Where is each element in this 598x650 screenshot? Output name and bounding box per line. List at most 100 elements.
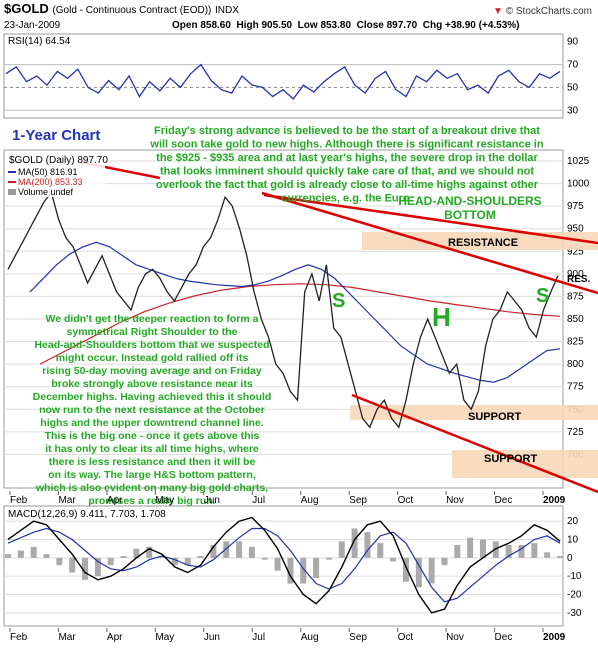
macd-histogram-bar bbox=[171, 557, 178, 566]
macd-histogram-bar bbox=[56, 557, 63, 566]
macd-histogram-bar bbox=[479, 539, 486, 558]
ma200-series-line bbox=[39, 283, 561, 365]
macd-series-line bbox=[7, 516, 561, 614]
hs-title-1: HEAD-AND-SHOULDERS bbox=[398, 194, 541, 208]
y-tick-label: 725 bbox=[567, 427, 584, 438]
y-tick-label: 775 bbox=[567, 382, 584, 393]
x-tick-label: May bbox=[155, 495, 174, 506]
one-year-chart-label: 1-Year Chart bbox=[12, 127, 100, 144]
volume-legend: Volume undef bbox=[18, 187, 74, 197]
annotation-line: overlook the fact that gold is already c… bbox=[156, 179, 539, 191]
macd-histogram-bar bbox=[94, 557, 101, 577]
ma50-legend: MA(50) 816.91 bbox=[18, 167, 78, 177]
macd-histogram-bar bbox=[107, 557, 114, 566]
y-tick-label: 950 bbox=[567, 224, 584, 235]
macd-histogram-bar bbox=[287, 557, 294, 584]
annotation-line: now run to the next resistance at the Oc… bbox=[39, 404, 265, 416]
low-label: Low bbox=[297, 20, 318, 31]
macd-histogram-bar bbox=[159, 556, 166, 558]
macd-histogram-bar bbox=[17, 550, 24, 558]
macd-histogram-bar bbox=[236, 541, 243, 558]
x-tick-label: Apr bbox=[107, 495, 123, 506]
annotation-line: promises a really big run. bbox=[88, 495, 215, 507]
macd-histogram-bar bbox=[223, 541, 230, 558]
symbol-description: (Gold - Continuous Contract (EOD)) bbox=[52, 5, 212, 16]
ma200-legend: MA(200) 853.33 bbox=[18, 177, 83, 187]
annotation-line: the $925 - $935 area and at last year's … bbox=[156, 152, 538, 164]
hs-title-2: BOTTOM bbox=[444, 208, 496, 222]
macd-histogram-bar bbox=[402, 557, 409, 582]
x-tick-label: Oct bbox=[398, 495, 414, 506]
annotation-line: broke strongly above resistance near its bbox=[51, 378, 252, 390]
annotation-line: December highs. Having achieved this it … bbox=[33, 391, 272, 403]
x-tick-label: Jul bbox=[252, 495, 265, 506]
y-tick-label: 1025 bbox=[567, 156, 590, 167]
y-tick-label: 925 bbox=[567, 246, 584, 257]
annotation-line: that looks imminent should quickly take … bbox=[160, 166, 534, 178]
y-tick-label: 20 bbox=[567, 516, 579, 527]
x-tick-label: Oct bbox=[398, 632, 414, 643]
annotation-line: highs and the upper downtrend channel li… bbox=[40, 417, 264, 429]
macd-histogram-bar bbox=[492, 541, 499, 558]
annotation-line: which is also evident on many big gold c… bbox=[35, 482, 268, 494]
macd-histogram-bar bbox=[30, 546, 37, 558]
x-tick-label: Mar bbox=[58, 632, 76, 643]
macd-histogram-bar bbox=[248, 546, 255, 558]
y-tick-label: 1000 bbox=[567, 179, 590, 190]
x-tick-label: Mar bbox=[58, 495, 76, 506]
macd-histogram-bar bbox=[428, 557, 435, 584]
y-tick-label: 10 bbox=[567, 535, 579, 546]
resistance-band bbox=[362, 232, 598, 250]
support-label-1: SUPPORT bbox=[468, 411, 521, 423]
x-tick-label: Nov bbox=[446, 495, 464, 506]
y-tick-label: 975 bbox=[567, 201, 584, 212]
resistance-label: RESISTANCE bbox=[448, 237, 518, 249]
rsi-series-line bbox=[5, 63, 561, 100]
macd-histogram-bar bbox=[364, 532, 371, 558]
x-tick-label: Feb bbox=[10, 495, 28, 506]
macd-histogram-bar bbox=[313, 557, 320, 578]
x-tick-label: Aug bbox=[301, 632, 319, 643]
macd-histogram-bar bbox=[441, 557, 448, 566]
macd-histogram-bar bbox=[300, 557, 307, 584]
price-legend-title: $GOLD (Daily) 897.70 bbox=[9, 155, 108, 166]
x-tick-label: Apr bbox=[107, 632, 123, 643]
macd-histogram-bar bbox=[415, 557, 422, 588]
left-shoulder-label: S bbox=[332, 290, 345, 312]
macd-histogram-bar bbox=[505, 545, 512, 558]
chg-value: +38.90 (+4.53%) bbox=[445, 20, 520, 31]
symbol: $GOLD bbox=[4, 1, 49, 16]
rsi-legend: RSI(14) 64.54 bbox=[8, 36, 71, 47]
res-price-label: RES. bbox=[567, 274, 591, 285]
macd-histogram-bar bbox=[467, 537, 474, 558]
macd-histogram-bar bbox=[390, 557, 397, 562]
y-tick-label: 825 bbox=[567, 337, 584, 348]
macd-histogram-bar bbox=[261, 557, 268, 560]
credit-symbol: ▼ bbox=[493, 6, 503, 17]
y-tick-label: 50 bbox=[567, 82, 579, 93]
macd-histogram-bar bbox=[120, 556, 127, 558]
annotation-line: currencies, e.g. the Euro. bbox=[281, 193, 412, 205]
macd-histogram-bar bbox=[274, 557, 281, 571]
macd-histogram-bar bbox=[43, 554, 50, 558]
open-label: Open bbox=[172, 20, 198, 31]
macd-legend: MACD(12,26,9) 9.411, 7.703, 1.708 bbox=[8, 509, 166, 520]
credit: ▼ © StockCharts.com bbox=[493, 6, 592, 17]
support-band-1 bbox=[350, 405, 598, 420]
annotation-line: it has only to clear its all time highs,… bbox=[45, 443, 259, 455]
y-tick-label: 70 bbox=[567, 60, 579, 71]
y-tick-label: 90 bbox=[567, 37, 579, 48]
credit-text: © StockCharts.com bbox=[505, 6, 592, 17]
close-label: Close bbox=[356, 20, 384, 31]
y-tick-label: 30 bbox=[567, 105, 579, 116]
y-tick-label: 850 bbox=[567, 314, 584, 325]
low-value: 853.80 bbox=[320, 20, 352, 31]
high-value: 905.50 bbox=[261, 20, 293, 31]
macd-histogram-bar bbox=[531, 543, 538, 558]
annotation-line: We didn't get the deeper reaction to for… bbox=[46, 313, 259, 325]
macd-histogram-bar bbox=[184, 557, 191, 566]
price-legend: $GOLD (Daily) 897.70 MA(50) 816.91 MA(20… bbox=[5, 153, 108, 197]
x-tick-label: Dec bbox=[495, 632, 513, 643]
annotation-line: on its way. The large H&S bottom pattern… bbox=[48, 469, 256, 481]
x-tick-label: Nov bbox=[446, 632, 464, 643]
